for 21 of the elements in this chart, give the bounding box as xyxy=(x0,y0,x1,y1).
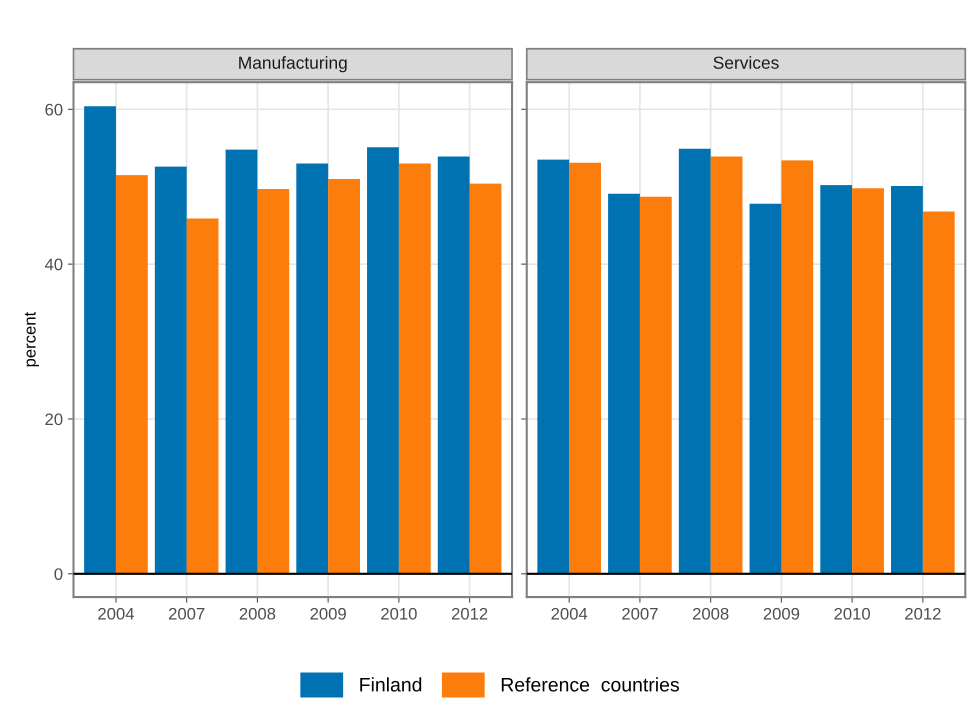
x-tick-label: 2008 xyxy=(240,608,276,620)
y-tick-label: 0 xyxy=(54,568,62,580)
legend-label: Reference countries xyxy=(502,677,679,692)
x-tick-label: 2004 xyxy=(551,608,588,620)
x-tick-label: 2008 xyxy=(692,608,728,620)
legend-label: Finland xyxy=(360,677,422,692)
y-tick-label: 20 xyxy=(45,413,62,426)
y-axis-title: percent xyxy=(24,312,39,366)
x-tick-label: 2010 xyxy=(834,608,870,620)
x-tick-label: 2012 xyxy=(905,608,941,620)
x-tick-label: 2012 xyxy=(452,608,488,620)
x-tick-label: 2009 xyxy=(764,608,800,620)
y-tick-label: 40 xyxy=(44,258,62,270)
chart-title: Services xyxy=(714,56,779,69)
x-tick-label: 2007 xyxy=(622,608,658,620)
x-tick-label: 2009 xyxy=(310,608,346,620)
x-tick-label: 2004 xyxy=(98,608,134,620)
x-tick-label: 2007 xyxy=(168,608,204,620)
y-tick-label: 60 xyxy=(45,104,62,116)
x-tick-label: 2010 xyxy=(381,608,417,620)
chart-title: Manufacturing xyxy=(239,56,347,72)
